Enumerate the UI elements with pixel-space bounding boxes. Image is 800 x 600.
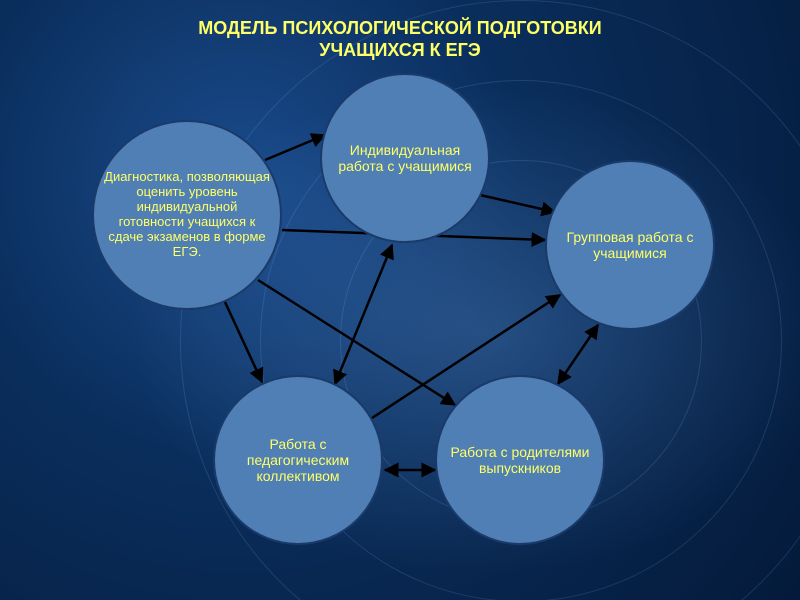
node-group: Групповая работа с учащимися	[545, 160, 715, 330]
node-label: Работа с родителями выпускников	[447, 444, 593, 476]
node-indiv: Индивидуальная работа с учащимися	[320, 73, 490, 243]
edge-parents-group	[558, 325, 598, 384]
edge-indiv-group	[480, 195, 555, 212]
node-label: Групповая работа с учащимися	[557, 229, 703, 261]
diagram-stage: МОДЕЛЬ ПСИХОЛОГИЧЕСКОЙ ПОДГОТОВКИ УЧАЩИХ…	[0, 0, 800, 600]
diagram-title: МОДЕЛЬ ПСИХОЛОГИЧЕСКОЙ ПОДГОТОВКИ УЧАЩИХ…	[0, 18, 800, 61]
title-line2: УЧАЩИХСЯ К ЕГЭ	[319, 40, 480, 60]
node-diag: Диагностика, позволяющая оценить уровень…	[92, 120, 282, 310]
node-label: Диагностика, позволяющая оценить уровень…	[104, 170, 270, 260]
edge-diag-indiv	[265, 135, 325, 160]
node-ped: Работа с педагогическим коллективом	[213, 375, 383, 545]
title-line1: МОДЕЛЬ ПСИХОЛОГИЧЕСКОЙ ПОДГОТОВКИ	[198, 18, 601, 38]
node-label: Индивидуальная работа с учащимися	[332, 142, 478, 174]
node-label: Работа с педагогическим коллективом	[225, 436, 371, 484]
edge-diag-ped	[225, 302, 262, 382]
node-parents: Работа с родителями выпускников	[435, 375, 605, 545]
edge-ped-indiv	[335, 245, 392, 384]
